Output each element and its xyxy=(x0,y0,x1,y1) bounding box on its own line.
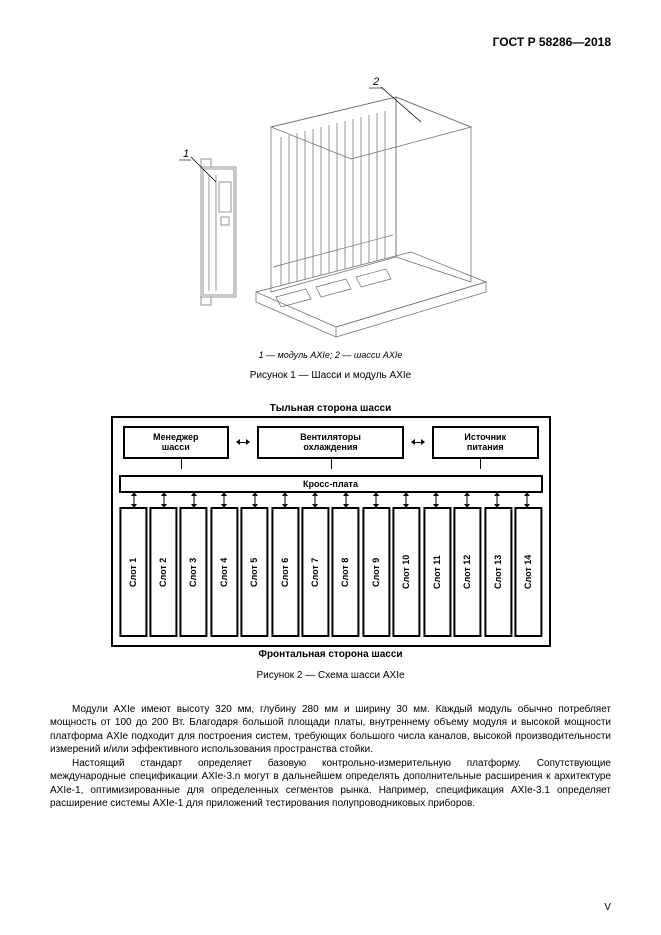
slot: Слот 14 xyxy=(514,507,542,637)
block-manager: Менеджер шасси xyxy=(123,426,230,459)
slot: Слот 4 xyxy=(210,507,238,637)
page-number: V xyxy=(604,902,611,913)
slot: Слот 8 xyxy=(331,507,359,637)
figure-1: 1 2 xyxy=(161,67,501,342)
fig2-top-label: Тыльная сторона шасси xyxy=(111,403,551,414)
figure-1-caption: Рисунок 1 — Шасси и модуль AXIe xyxy=(50,370,611,381)
connector-right xyxy=(412,426,424,459)
callout-1-label: 1 xyxy=(183,148,189,160)
slot: Слот 11 xyxy=(423,507,451,637)
connector-left xyxy=(237,426,249,459)
block-psu: Источник питания xyxy=(432,426,539,459)
slot-arrows xyxy=(113,493,549,507)
block-fans: Вентиляторы охлаждения xyxy=(257,426,404,459)
body-text: Модули AXIe имеют высоту 320 мм, глубину… xyxy=(50,703,611,811)
page: ГОСТ Р 58286—2018 xyxy=(0,0,661,935)
slot: Слот 6 xyxy=(271,507,299,637)
slot: Слот 12 xyxy=(453,507,481,637)
figure-2-caption: Рисунок 2 — Схема шасси AXIe xyxy=(50,670,611,681)
vertical-connectors xyxy=(123,459,539,469)
slot: Слот 3 xyxy=(179,507,207,637)
slot: Слот 5 xyxy=(240,507,268,637)
paragraph-2: Настоящий стандарт определяет базовую ко… xyxy=(50,757,611,811)
callout-2-label: 2 xyxy=(372,76,379,88)
block-crossplate: Кросс-плата xyxy=(119,475,543,493)
standard-code: ГОСТ Р 58286—2018 xyxy=(50,35,611,49)
slot: Слот 1 xyxy=(119,507,147,637)
slot: Слот 9 xyxy=(362,507,390,637)
paragraph-1: Модули AXIe имеют высоту 320 мм, глубину… xyxy=(50,703,611,757)
slot: Слот 7 xyxy=(301,507,329,637)
slot: Слот 13 xyxy=(484,507,512,637)
fig2-bottom-label: Фронтальная сторона шасси xyxy=(111,649,551,660)
chassis-block-diagram: Менеджер шасси Вентиляторы охлаждения Ис… xyxy=(111,416,551,647)
slot: Слот 10 xyxy=(392,507,420,637)
figure-1-legend: 1 — модуль AXIe; 2 — шасси AXIe xyxy=(50,350,611,360)
chassis-drawing: 1 2 xyxy=(161,67,501,342)
slot: Слот 2 xyxy=(149,507,177,637)
slot-row: Слот 1 Слот 2 Слот 3 Слот 4 Слот 5 Слот … xyxy=(113,507,549,645)
figure-2: Тыльная сторона шасси Менеджер шасси Вен… xyxy=(111,403,551,660)
